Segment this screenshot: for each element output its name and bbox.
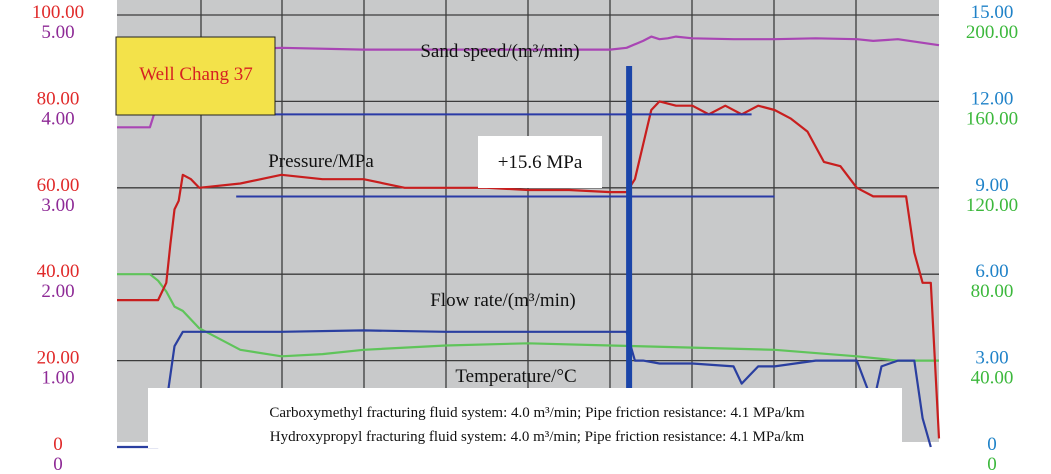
note-2: Hydroxypropyl fracturing fluid system: 4… xyxy=(270,429,805,445)
tick-label: 0 xyxy=(987,434,997,455)
tick-label: 40.00 xyxy=(971,368,1014,389)
tick-label: 60.00 xyxy=(37,175,80,196)
sand-speed-label: Sand speed/(m³/min) xyxy=(420,41,579,62)
tick-label: 80.00 xyxy=(37,88,80,109)
tick-label: 80.00 xyxy=(971,281,1014,302)
series-pressure-line xyxy=(117,100,941,439)
tick-label: 3.00 xyxy=(975,348,1008,369)
tick-label: 12.00 xyxy=(971,88,1014,109)
temperature-label: Temperature/°C xyxy=(455,366,576,387)
tick-label: 2.00 xyxy=(41,281,74,302)
delta-label: +15.6 MPa xyxy=(498,152,583,173)
tick-label: 40.00 xyxy=(37,261,80,282)
well-tag: Well Chang 37 xyxy=(139,64,253,85)
left-axes: 0 20.00 40.00 60.00 80.00 100.00 0 1.00 2.00 3.00… xyxy=(32,2,84,474)
note-1: Carboxymethyl fracturing fluid system: 4… xyxy=(269,405,805,421)
tick-label: 20.00 xyxy=(37,348,80,369)
tick-label: 9.00 xyxy=(975,175,1008,196)
tick-label: 15.00 xyxy=(971,2,1014,23)
notes-box xyxy=(148,388,902,448)
delta-box xyxy=(478,136,602,188)
tick-label: 6.00 xyxy=(975,261,1008,282)
series-temperature-line xyxy=(117,273,939,362)
reference-lines xyxy=(236,113,775,198)
tick-label: 0 xyxy=(987,454,997,474)
tick-label: 3.00 xyxy=(41,195,74,216)
tick-label: 0 xyxy=(53,434,63,455)
tick-label: 1.00 xyxy=(41,368,74,389)
tick-label: 5.00 xyxy=(41,22,74,43)
tick-label: 120.00 xyxy=(966,195,1018,216)
tick-label: 160.00 xyxy=(966,108,1018,129)
pressure-label: Pressure/MPa xyxy=(268,151,374,172)
tick-label: 0 xyxy=(53,454,63,474)
grid xyxy=(117,0,939,442)
tick-label: 4.00 xyxy=(41,108,74,129)
right-axes: 0 3.00 6.00 9.00 12.00 15.00 0 40.00 80.00 120.00… xyxy=(966,2,1018,474)
tick-label: 200.00 xyxy=(966,22,1018,43)
well-tag-box xyxy=(115,36,276,116)
tick-label: 100.00 xyxy=(32,2,84,23)
flow-rate-label: Flow rate/(m³/min) xyxy=(430,290,576,311)
